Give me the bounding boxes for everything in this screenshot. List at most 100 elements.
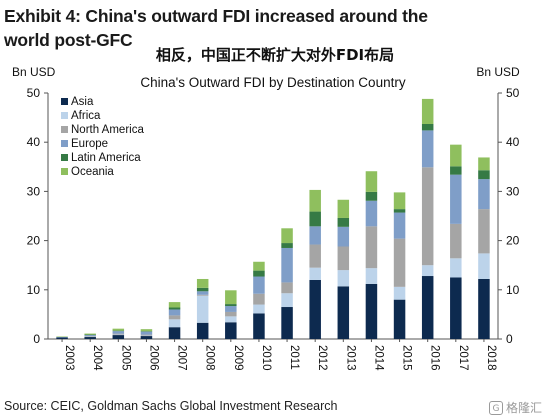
bar-europe-2005 (112, 331, 125, 334)
y-tick-label-left: 10 (27, 283, 41, 297)
bar-europe-2014 (365, 200, 378, 227)
bar-latin-america-2013 (337, 217, 350, 227)
y-tick-label-right: 20 (506, 234, 520, 248)
bar-africa-2014 (365, 268, 378, 284)
legend-swatch (61, 126, 68, 133)
bar-asia-2011 (281, 307, 293, 339)
bar-north-america-2015 (393, 238, 406, 287)
bar-africa-2008 (196, 295, 209, 323)
legend-label: Oceania (71, 166, 114, 178)
bar-africa-2009 (225, 316, 237, 323)
bar-asia-2007 (168, 327, 181, 339)
legend-swatch (61, 112, 68, 119)
bar-north-america-2013 (337, 246, 350, 271)
bar-latin-america-2010 (253, 270, 265, 277)
x-tick-label: 2012 (316, 345, 328, 371)
bar-europe-2009 (225, 306, 237, 312)
bar-north-america-2017 (450, 223, 462, 259)
bar-asia-2014 (365, 283, 378, 339)
bar-oceania-2015 (393, 192, 406, 210)
bar-north-america-2005 (112, 333, 125, 335)
bar-africa-2011 (281, 293, 293, 308)
bar-europe-2004 (84, 335, 96, 337)
y-tick-label-left: 0 (33, 332, 40, 346)
bar-africa-2017 (450, 258, 462, 278)
chinese-subtitle: 相反，中国正不断扩大对外FDI布局 (155, 46, 395, 64)
x-tick-label: 2008 (204, 345, 216, 371)
bar-north-america-2012 (309, 244, 321, 268)
bar-africa-2015 (393, 286, 406, 300)
y-tick-label-right: 40 (506, 135, 520, 149)
bar-africa-2016 (421, 265, 434, 277)
chart-title: China's Outward FDI by Destination Count… (140, 75, 405, 90)
bar-oceania-2009 (225, 290, 237, 305)
bar-oceania-2010 (253, 261, 265, 271)
bar-asia-2005 (112, 335, 125, 339)
watermark-logo-icon: G (488, 400, 503, 415)
bar-oceania-2008 (196, 278, 209, 288)
bar-africa-2012 (309, 267, 321, 280)
bar-latin-america-2011 (281, 243, 293, 248)
bar-asia-2009 (225, 322, 237, 339)
legend-swatch (61, 98, 68, 105)
y-tick-label-right: 10 (506, 283, 520, 297)
legend-label: Latin America (71, 152, 141, 164)
bar-north-america-2007 (168, 315, 181, 320)
source-note: Source: CEIC, Goldman Sachs Global Inves… (4, 399, 338, 413)
bar-europe-2013 (337, 226, 350, 247)
bar-europe-2008 (196, 291, 209, 295)
legend-label: North America (71, 124, 144, 136)
legend-label: Africa (71, 110, 101, 122)
bar-europe-2007 (168, 309, 181, 316)
y-tick-label-right: 30 (506, 184, 520, 198)
bar-oceania-2013 (337, 199, 350, 218)
x-tick-label: 2009 (232, 345, 244, 371)
legend-label: Asia (71, 96, 94, 108)
bar-europe-2017 (450, 174, 462, 224)
x-tick-label: 2018 (485, 345, 497, 371)
bar-asia-2004 (84, 337, 96, 339)
bar-latin-america-2012 (309, 211, 321, 227)
y-tick-label-right: 0 (506, 332, 513, 346)
bar-north-america-2009 (225, 311, 237, 317)
bar-north-america-2008 (196, 294, 209, 296)
x-tick-label: 2011 (288, 345, 300, 370)
bar-asia-2016 (421, 276, 434, 339)
legend-swatch (61, 140, 68, 147)
watermark: G 格隆汇 (488, 399, 542, 416)
bar-asia-2008 (196, 322, 209, 339)
bar-north-america-2014 (365, 226, 378, 269)
bar-latin-america-2016 (421, 123, 434, 131)
bar-africa-2013 (337, 270, 350, 287)
y-axis-label-left: Bn USD (12, 65, 56, 79)
bar-africa-2018 (478, 253, 490, 279)
y-tick-label-left: 50 (27, 86, 41, 100)
bar-latin-america-2015 (393, 209, 406, 213)
y-tick-label-left: 20 (27, 234, 41, 248)
bar-asia-2012 (309, 279, 321, 339)
x-tick-label: 2007 (176, 345, 188, 371)
bar-latin-america-2009 (225, 304, 237, 307)
watermark-text: 格隆汇 (505, 401, 542, 415)
bar-asia-2010 (253, 313, 265, 339)
bar-europe-2012 (309, 226, 321, 245)
exhibit-title: Exhibit 4: China's outward FDI increased… (4, 6, 428, 50)
bar-oceania-2016 (421, 98, 434, 124)
legend-swatch (61, 168, 68, 175)
y-tick-label-left: 40 (27, 135, 41, 149)
bar-oceania-2005 (112, 328, 125, 331)
bar-oceania-2011 (281, 228, 293, 244)
bar-asia-2013 (337, 286, 350, 339)
bar-europe-2018 (478, 179, 490, 210)
bar-europe-2015 (393, 212, 406, 239)
bar-north-america-2016 (421, 167, 434, 266)
bar-asia-2018 (478, 278, 490, 339)
bar-north-america-2011 (281, 282, 293, 294)
bar-europe-2016 (421, 130, 434, 168)
x-tick-label: 2015 (401, 345, 413, 371)
bar-latin-america-2018 (478, 170, 490, 180)
bar-europe-2010 (253, 276, 265, 294)
bar-oceania-2014 (365, 171, 378, 192)
bar-latin-america-2014 (365, 191, 378, 201)
